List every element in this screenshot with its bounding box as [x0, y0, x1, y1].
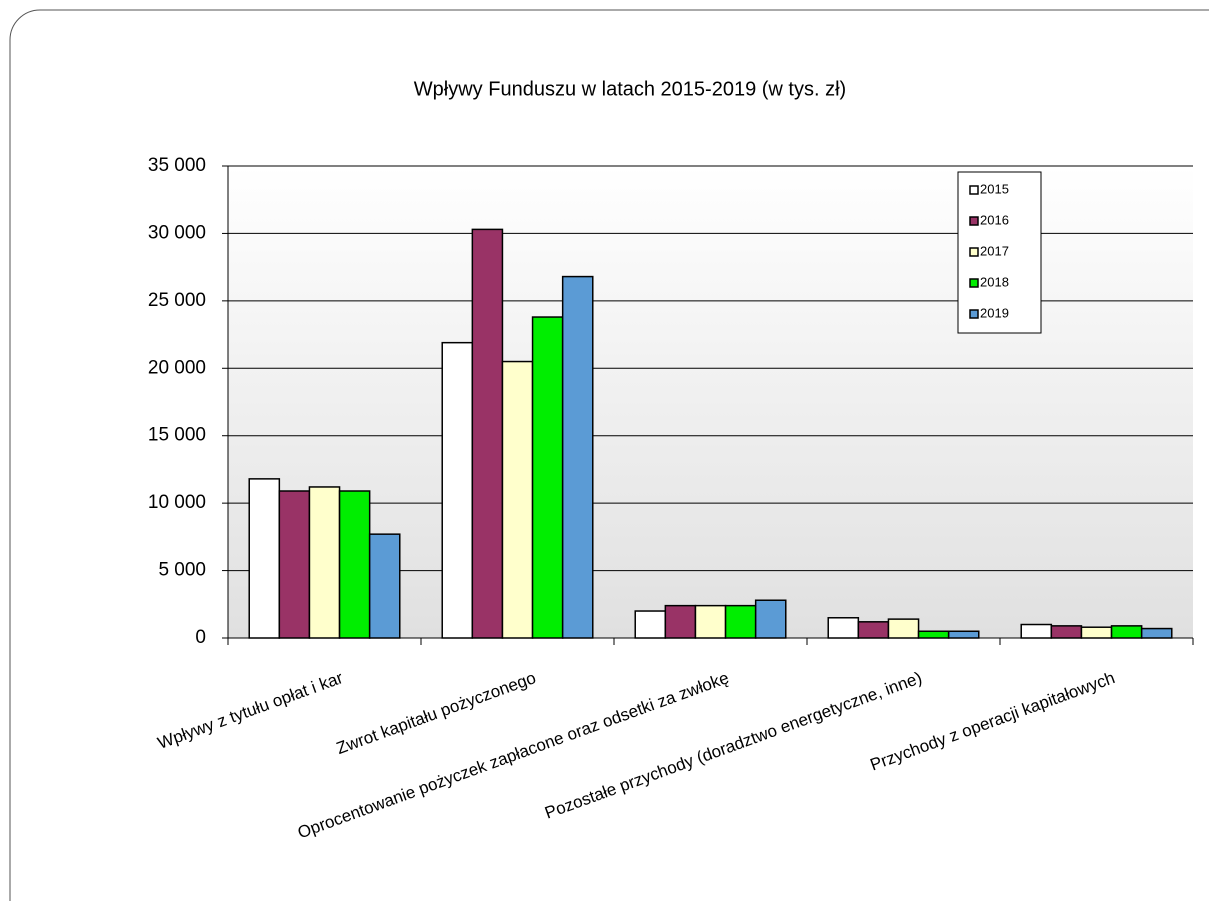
legend-swatch [969, 216, 979, 226]
bar [561, 275, 594, 639]
y-tick-label: 0 [195, 627, 206, 648]
y-tick-label: 5 000 [158, 560, 206, 581]
x-tick-label: Wpływy z tytułu opłat i kar [155, 668, 346, 753]
bar [248, 478, 281, 639]
bar [1110, 625, 1143, 639]
bar [338, 490, 371, 639]
y-tick-label: 10 000 [148, 492, 206, 513]
bar [857, 621, 890, 639]
legend-swatch [969, 309, 979, 319]
legend-swatch [969, 247, 979, 257]
bar [471, 228, 504, 639]
bar [724, 604, 757, 639]
y-tick-label: 30 000 [148, 222, 206, 243]
bar [664, 604, 697, 639]
y-tick-label: 35 000 [148, 155, 206, 176]
bar [441, 341, 474, 639]
bar [634, 610, 667, 639]
bar [1050, 625, 1083, 639]
bar [694, 604, 727, 639]
chart-title: Wpływy Funduszu w latach 2015-2019 (w ty… [414, 78, 846, 100]
bar [368, 533, 401, 639]
y-tick-label: 20 000 [148, 357, 206, 378]
legend-swatch [969, 278, 979, 288]
bar [827, 617, 860, 639]
bar [947, 630, 980, 639]
bar [501, 360, 534, 639]
legend-label: 2017 [980, 243, 1009, 258]
bar [887, 618, 920, 639]
x-tick-label: Zwrot kapitału pożyczonego [334, 668, 539, 758]
legend-label: 2016 [980, 212, 1009, 227]
x-tick-label: Pozostałe przychody (doradztwo energetyc… [542, 668, 924, 823]
bar [1140, 627, 1173, 639]
bar [308, 486, 341, 639]
bar [531, 316, 564, 639]
legend-swatch [969, 185, 979, 195]
legend-label: 2018 [980, 274, 1009, 289]
y-tick-label: 15 000 [148, 425, 206, 446]
y-tick-label: 25 000 [148, 290, 206, 311]
bar [278, 490, 311, 639]
legend-label: 2015 [980, 181, 1009, 196]
bar [917, 630, 950, 639]
frame [9, 9, 1209, 901]
bar [1080, 626, 1113, 639]
bar [1020, 623, 1053, 639]
legend-label: 2019 [980, 305, 1009, 320]
bar [754, 599, 787, 639]
